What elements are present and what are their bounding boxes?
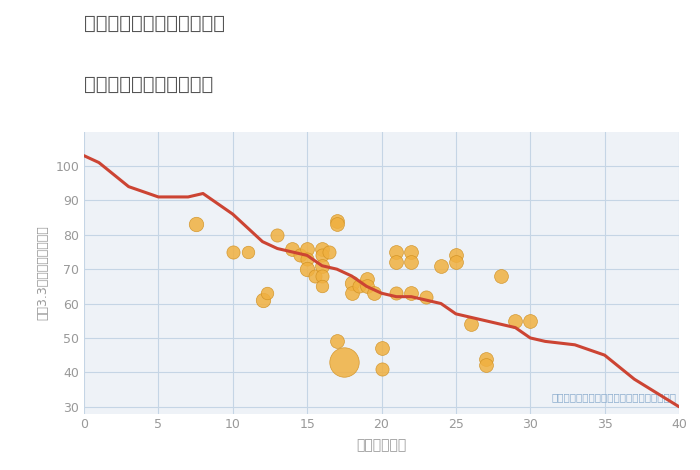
Point xyxy=(261,290,272,297)
Point xyxy=(294,251,305,259)
Point xyxy=(346,279,357,287)
Point xyxy=(480,355,491,362)
Point xyxy=(465,321,476,328)
Point xyxy=(346,290,357,297)
Point xyxy=(272,231,283,239)
Y-axis label: 坪（3.3㎡）単価（万円）: 坪（3.3㎡）単価（万円） xyxy=(36,225,50,320)
Point xyxy=(316,245,328,252)
Point xyxy=(316,251,328,259)
Text: 円の大きさは、取引のあった物件面積を示す: 円の大きさは、取引のあった物件面積を示す xyxy=(551,392,676,402)
Point xyxy=(324,248,335,256)
Point xyxy=(354,282,365,290)
Point xyxy=(331,337,342,345)
Point xyxy=(510,317,521,324)
Point xyxy=(316,282,328,290)
Point xyxy=(257,297,268,304)
Point xyxy=(316,272,328,280)
Point xyxy=(450,251,461,259)
Point xyxy=(376,345,387,352)
Point xyxy=(435,262,447,269)
Point xyxy=(339,358,350,366)
X-axis label: 築年数（年）: 築年数（年） xyxy=(356,439,407,453)
Point xyxy=(368,290,379,297)
Point xyxy=(391,248,402,256)
Point xyxy=(406,290,417,297)
Point xyxy=(406,248,417,256)
Point xyxy=(227,248,238,256)
Point xyxy=(361,282,372,290)
Point xyxy=(287,245,298,252)
Point xyxy=(495,272,506,280)
Point xyxy=(376,365,387,373)
Point xyxy=(316,262,328,269)
Point xyxy=(302,255,313,263)
Point xyxy=(331,221,342,228)
Point xyxy=(302,245,313,252)
Point xyxy=(190,221,201,228)
Text: 福岡県福岡市西区生松台の: 福岡県福岡市西区生松台の xyxy=(84,14,225,33)
Point xyxy=(391,290,402,297)
Point xyxy=(480,362,491,369)
Point xyxy=(525,317,536,324)
Point xyxy=(406,258,417,266)
Point xyxy=(309,272,320,280)
Text: 築年数別中古戸建て価格: 築年数別中古戸建て価格 xyxy=(84,75,214,94)
Point xyxy=(450,258,461,266)
Point xyxy=(391,258,402,266)
Point xyxy=(361,276,372,283)
Point xyxy=(242,248,253,256)
Point xyxy=(302,266,313,273)
Point xyxy=(331,217,342,225)
Point xyxy=(421,293,432,300)
